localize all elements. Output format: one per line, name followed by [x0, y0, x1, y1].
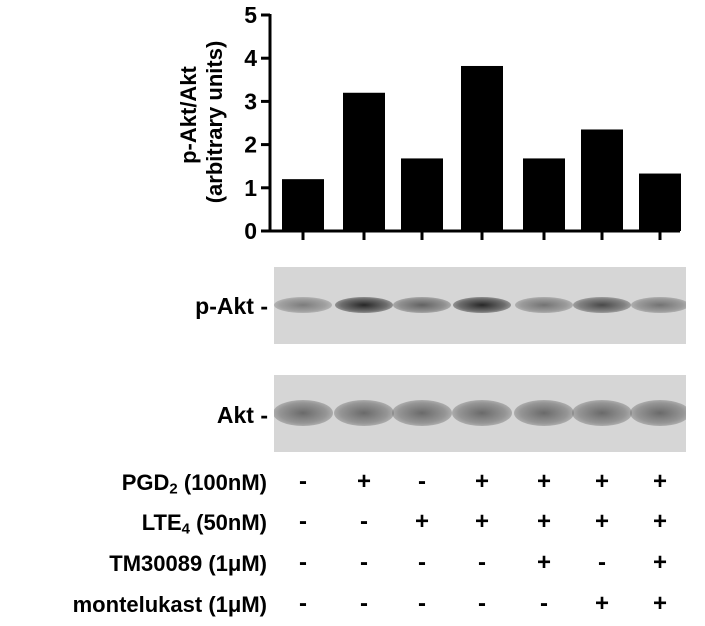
- condition-sign: -: [360, 549, 368, 576]
- bars-group: [282, 65, 681, 231]
- condition-label-concentration: (100nM): [177, 470, 267, 495]
- y-tick-label: 0: [244, 218, 257, 244]
- y-tick-label: 1: [244, 175, 257, 201]
- condition-sign: +: [594, 508, 609, 535]
- condition-label-main: montelukast (1μM): [72, 592, 267, 617]
- condition-sign: +: [594, 468, 609, 495]
- condition-sign: +: [536, 508, 551, 535]
- condition-sign: -: [540, 590, 548, 617]
- condition-label: LTE4 (50nM): [142, 510, 267, 538]
- blot-band: [392, 400, 452, 426]
- bar-1: [282, 179, 324, 231]
- condition-sign: +: [594, 590, 609, 617]
- bar-7: [639, 173, 681, 231]
- y-axis-label-line2: (arbitrary units): [202, 41, 227, 204]
- condition-label: montelukast (1μM): [73, 592, 267, 618]
- blot-band: [335, 297, 393, 313]
- blot-band: [452, 400, 512, 426]
- blot-band: [453, 297, 511, 313]
- condition-label-main: TM30089 (1μM): [109, 551, 267, 576]
- condition-label-main: LTE: [141, 510, 182, 535]
- condition-label-main: PGD: [121, 470, 170, 495]
- y-axis-label-line1: p-Akt/Akt: [176, 65, 201, 163]
- condition-sign: +: [356, 468, 371, 495]
- condition-sign: -: [478, 549, 486, 576]
- blot-band: [274, 400, 333, 426]
- bar-3: [401, 158, 443, 231]
- y-tick-label: 4: [244, 45, 257, 71]
- blot-band: [274, 297, 332, 313]
- condition-sign: +: [652, 549, 667, 576]
- condition-sign: -: [418, 590, 426, 617]
- blot-band: [514, 400, 574, 426]
- condition-sign: -: [299, 468, 307, 495]
- x-ticks-group: [301, 231, 662, 240]
- akt-blot-image: [274, 375, 686, 452]
- condition-sign: +: [536, 468, 551, 495]
- blot-band: [334, 400, 394, 426]
- condition-label-subscript: 2: [169, 480, 178, 498]
- bar-6: [581, 129, 623, 231]
- condition-sign: +: [536, 549, 551, 576]
- condition-sign: -: [598, 549, 606, 576]
- akt-blot-label: Akt -: [216, 402, 268, 428]
- condition-sign: +: [474, 508, 489, 535]
- condition-sign: +: [652, 508, 667, 535]
- y-tick-label: 3: [244, 88, 257, 114]
- y-ticks-group: 0 1 2 3 4 5: [244, 2, 270, 244]
- blot-band: [630, 400, 686, 426]
- y-tick-label: 2: [244, 132, 257, 158]
- condition-sign: -: [299, 549, 307, 576]
- y-tick-label: 5: [244, 2, 257, 28]
- p-akt-blot-label: p-Akt -: [195, 293, 268, 319]
- condition-sign: +: [652, 590, 667, 617]
- bar-chart: 0 1 2 3 4 5 p-Akt/Akt (arbitrary units): [176, 2, 681, 244]
- blot-band: [515, 297, 573, 313]
- bar-2: [343, 92, 385, 231]
- condition-sign: -: [418, 468, 426, 495]
- p-akt-blot-image: [274, 267, 686, 344]
- condition-sign: +: [474, 468, 489, 495]
- condition-sign: -: [360, 590, 368, 617]
- condition-sign: -: [478, 590, 486, 617]
- condition-label-subscript: 4: [181, 520, 190, 538]
- condition-sign: -: [418, 549, 426, 576]
- condition-sign: -: [299, 508, 307, 535]
- condition-sign: +: [652, 468, 667, 495]
- condition-label: TM30089 (1μM): [109, 551, 267, 577]
- condition-sign: -: [360, 508, 368, 535]
- blot-band: [572, 400, 632, 426]
- bar-5: [523, 158, 565, 231]
- condition-sign: +: [414, 508, 429, 535]
- condition-sign: -: [299, 590, 307, 617]
- condition-label-concentration: (50nM): [190, 510, 267, 535]
- blot-band: [573, 297, 631, 313]
- condition-label: PGD2 (100nM): [122, 470, 267, 498]
- blot-band: [631, 297, 686, 313]
- bar-4: [461, 65, 503, 231]
- blot-band: [393, 297, 451, 313]
